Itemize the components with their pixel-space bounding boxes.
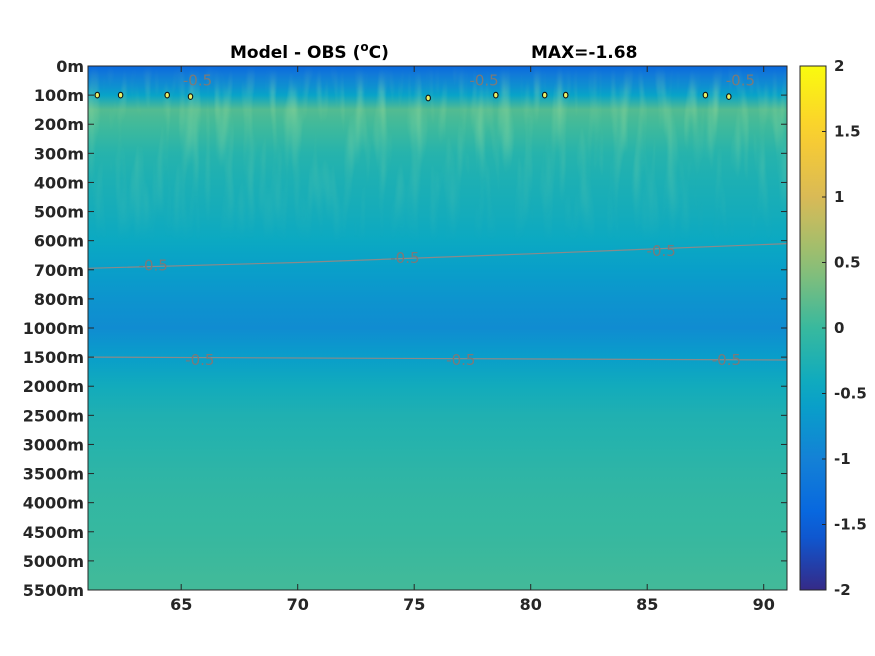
contour-marker bbox=[493, 91, 499, 99]
x-tick-label: 80 bbox=[520, 595, 542, 614]
heatmap-texture bbox=[88, 66, 787, 590]
contour-marker bbox=[164, 91, 170, 99]
contour-labels: -0.5 -0.5 -0.5 -0.5 -0.5 -0.5 -0.5 -0.5 -0.5 bbox=[139, 72, 755, 369]
contour-marker bbox=[94, 91, 101, 99]
colorbar: 2 1.5 1 0.5 0 -0.5 -1 -1.5 -2 bbox=[799, 57, 867, 599]
chart-title-unit-super: o bbox=[360, 40, 368, 54]
x-axis-ticks: 65 70 75 80 85 90 bbox=[170, 66, 775, 614]
y-tick-label: 4500m bbox=[23, 523, 84, 542]
y-tick-label: 3500m bbox=[23, 465, 84, 484]
y-tick-label: 800m bbox=[34, 290, 84, 309]
y-tick-label: 400m bbox=[34, 173, 84, 192]
y-tick-label: 600m bbox=[34, 232, 84, 251]
y-tick-label: 0m bbox=[56, 57, 84, 76]
chart-title: Model - OBS (oC) bbox=[230, 40, 389, 63]
y-tick-label: 100m bbox=[34, 86, 84, 105]
y-tick-label: 700m bbox=[34, 261, 84, 280]
contour-marker bbox=[726, 93, 732, 100]
colorbar-tick-label: 1.5 bbox=[834, 123, 861, 141]
contour-marker bbox=[117, 91, 124, 99]
y-tick-label: 3000m bbox=[23, 435, 84, 454]
contour-label: -0.5 bbox=[647, 242, 676, 260]
y-tick-label: 300m bbox=[34, 144, 84, 163]
y-tick-label: 500m bbox=[34, 203, 84, 222]
heatmap-plot-area: -0.5 -0.5 -0.5 -0.5 -0.5 -0.5 -0.5 -0.5 -0.5 bbox=[87, 65, 788, 591]
colorbar-tick-label: 0 bbox=[834, 319, 844, 337]
contour-label: -0.5 bbox=[469, 72, 498, 90]
colorbar-scale bbox=[799, 65, 827, 591]
x-tick-label: 90 bbox=[753, 595, 775, 614]
contour-markers bbox=[94, 91, 732, 102]
contour-marker bbox=[425, 94, 431, 102]
contour-label: -0.5 bbox=[185, 351, 214, 369]
colorbar-tick-label: 2 bbox=[834, 57, 844, 75]
y-tick-label: 5000m bbox=[23, 552, 84, 571]
colorbar-tick-label: 0.5 bbox=[834, 254, 861, 272]
y-tick-label: 5500m bbox=[23, 581, 84, 600]
contour-label: -0.5 bbox=[390, 249, 419, 267]
y-tick-label: 1000m bbox=[23, 319, 84, 338]
max-annotation: MAX=-1.68 bbox=[531, 43, 637, 63]
y-tick-label: 200m bbox=[34, 115, 84, 134]
colorbar-ticks: 2 1.5 1 0.5 0 -0.5 -1 -1.5 -2 bbox=[822, 57, 867, 599]
contour-label: -0.5 bbox=[139, 256, 168, 274]
contour-label: -0.5 bbox=[726, 72, 755, 90]
colorbar-tick-label: 1 bbox=[834, 188, 844, 206]
contour-marker bbox=[702, 91, 709, 99]
contour-lines bbox=[87, 243, 788, 361]
y-tick-label: 2500m bbox=[23, 406, 84, 425]
contour-label: -0.5 bbox=[712, 351, 741, 369]
contour-label: -0.5 bbox=[446, 351, 475, 369]
y-tick-label: 4000m bbox=[23, 494, 84, 513]
contour-marker bbox=[541, 91, 548, 99]
y-tick-label: 2000m bbox=[23, 377, 84, 396]
x-tick-label: 75 bbox=[403, 595, 425, 614]
colorbar-tick-label: -1 bbox=[834, 450, 851, 468]
x-tick-label: 85 bbox=[636, 595, 658, 614]
contour-line bbox=[87, 243, 788, 269]
x-tick-label: 65 bbox=[170, 595, 192, 614]
y-tick-label: 1500m bbox=[23, 348, 84, 367]
contour-marker bbox=[187, 93, 194, 100]
contour-line bbox=[87, 356, 788, 361]
contour-label: -0.5 bbox=[183, 72, 212, 90]
chart-title-main: Model - OBS ( bbox=[230, 43, 360, 63]
colorbar-tick-label: -1.5 bbox=[834, 516, 867, 534]
colorbar-tick-label: -0.5 bbox=[834, 385, 867, 403]
colorbar-tick-label: -2 bbox=[834, 581, 851, 599]
chart-title-unit-tail: C) bbox=[369, 43, 389, 63]
y-axis-ticks: 0m 100m 200m 300m 400m 500m 600m 700m 800m 1000m 1… bbox=[23, 57, 787, 600]
contour-marker bbox=[562, 91, 569, 99]
x-tick-label: 70 bbox=[287, 595, 309, 614]
